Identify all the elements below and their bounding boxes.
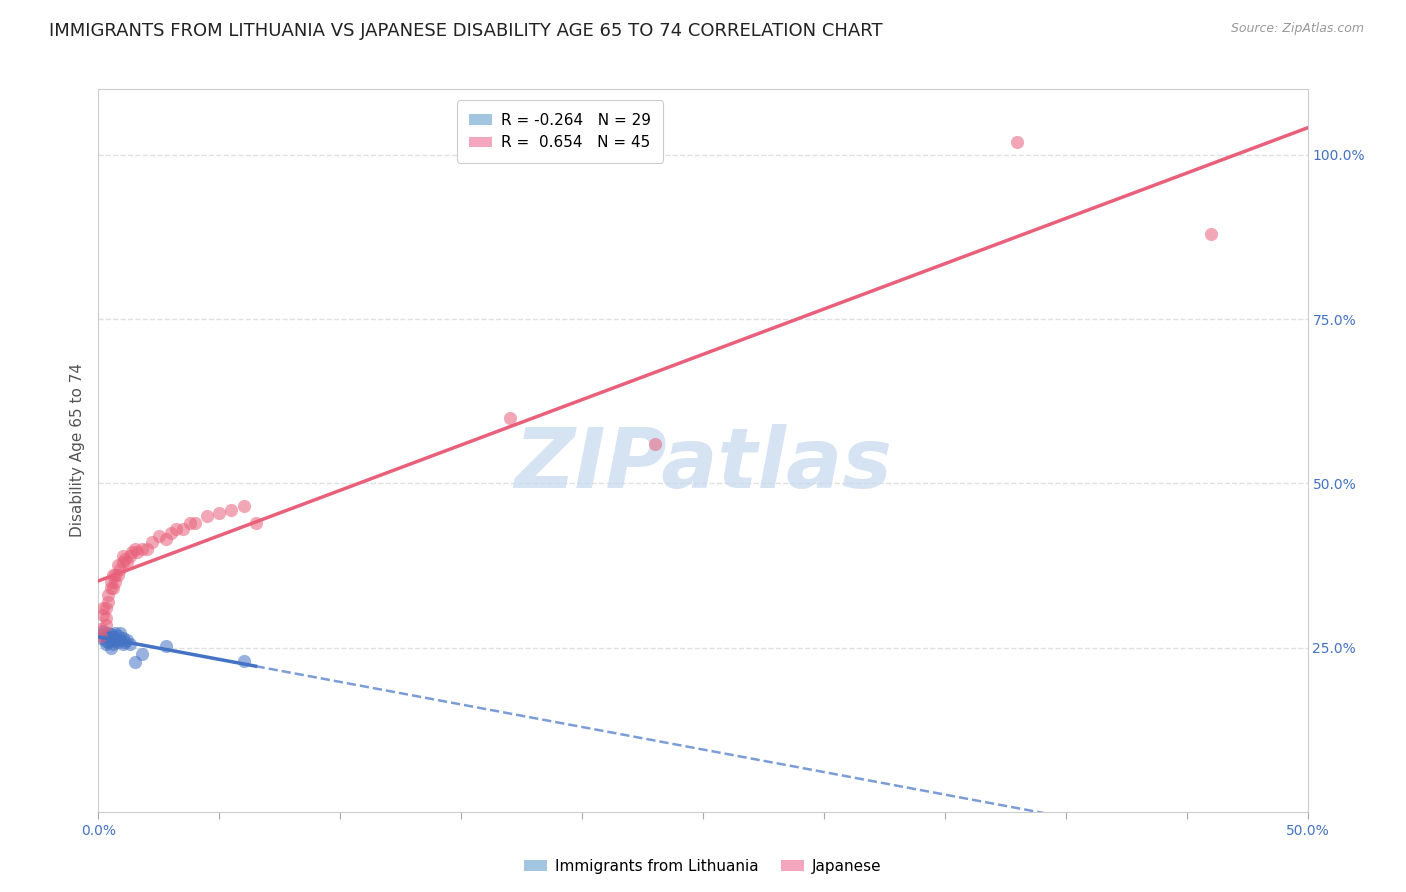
Point <box>118 637 141 651</box>
Point <box>91 627 114 641</box>
Point <box>155 532 177 546</box>
Point <box>148 529 170 543</box>
Legend: R = -0.264   N = 29, R =  0.654   N = 45: R = -0.264 N = 29, R = 0.654 N = 45 <box>457 101 664 162</box>
Legend: Immigrants from Lithuania, Japanese: Immigrants from Lithuania, Japanese <box>519 853 887 880</box>
Point <box>141 535 163 549</box>
Point <box>118 549 141 563</box>
Point <box>114 551 136 566</box>
Point <box>111 637 134 651</box>
Point <box>100 632 122 647</box>
Point <box>111 631 134 645</box>
Point <box>121 545 143 559</box>
Point <box>97 635 120 649</box>
Point <box>97 626 120 640</box>
Point <box>1007 135 1029 149</box>
Point <box>101 582 124 596</box>
Point <box>101 637 124 651</box>
Point <box>179 516 201 530</box>
Point <box>94 611 117 625</box>
Point <box>104 626 127 640</box>
Point <box>114 635 136 649</box>
Point <box>165 522 187 536</box>
Point <box>221 502 243 516</box>
Point <box>108 626 131 640</box>
Point <box>117 555 139 569</box>
Point <box>155 639 177 653</box>
Point <box>107 629 129 643</box>
Point <box>101 568 124 582</box>
Text: ZIPatlas: ZIPatlas <box>515 425 891 506</box>
Point <box>100 640 122 655</box>
Point <box>104 568 127 582</box>
Point <box>91 607 114 622</box>
Text: Source: ZipAtlas.com: Source: ZipAtlas.com <box>1230 22 1364 36</box>
Point <box>101 629 124 643</box>
Point <box>644 437 666 451</box>
Point <box>104 574 127 589</box>
Text: IMMIGRANTS FROM LITHUANIA VS JAPANESE DISABILITY AGE 65 TO 74 CORRELATION CHART: IMMIGRANTS FROM LITHUANIA VS JAPANESE DI… <box>49 22 883 40</box>
Point <box>131 541 153 556</box>
Point <box>90 631 112 645</box>
Point <box>184 516 207 530</box>
Point <box>108 562 131 576</box>
Point <box>94 601 117 615</box>
Point <box>208 506 231 520</box>
Point <box>94 634 117 648</box>
Y-axis label: Disability Age 65 to 74: Disability Age 65 to 74 <box>69 363 84 538</box>
Point <box>245 516 267 530</box>
Point <box>107 635 129 649</box>
Point <box>91 624 114 639</box>
Point <box>195 509 218 524</box>
Point <box>232 500 254 514</box>
Point <box>91 601 114 615</box>
Point <box>94 637 117 651</box>
Point <box>94 629 117 643</box>
Point <box>111 555 134 569</box>
Point <box>107 568 129 582</box>
Point <box>97 588 120 602</box>
Point <box>124 541 146 556</box>
Point <box>104 634 127 648</box>
Point <box>108 632 131 647</box>
Point <box>100 574 122 589</box>
Point <box>90 622 112 636</box>
Point <box>90 629 112 643</box>
Point <box>124 655 146 669</box>
Point <box>135 541 157 556</box>
Point <box>100 627 122 641</box>
Point <box>127 545 149 559</box>
Point <box>172 522 194 536</box>
Point <box>100 582 122 596</box>
Point <box>111 549 134 563</box>
Point <box>1199 227 1222 241</box>
Point <box>117 632 139 647</box>
Point <box>232 654 254 668</box>
Point <box>160 525 183 540</box>
Point <box>94 617 117 632</box>
Point <box>97 632 120 646</box>
Point <box>131 647 153 661</box>
Point <box>498 410 520 425</box>
Point <box>107 558 129 573</box>
Point <box>97 594 120 608</box>
